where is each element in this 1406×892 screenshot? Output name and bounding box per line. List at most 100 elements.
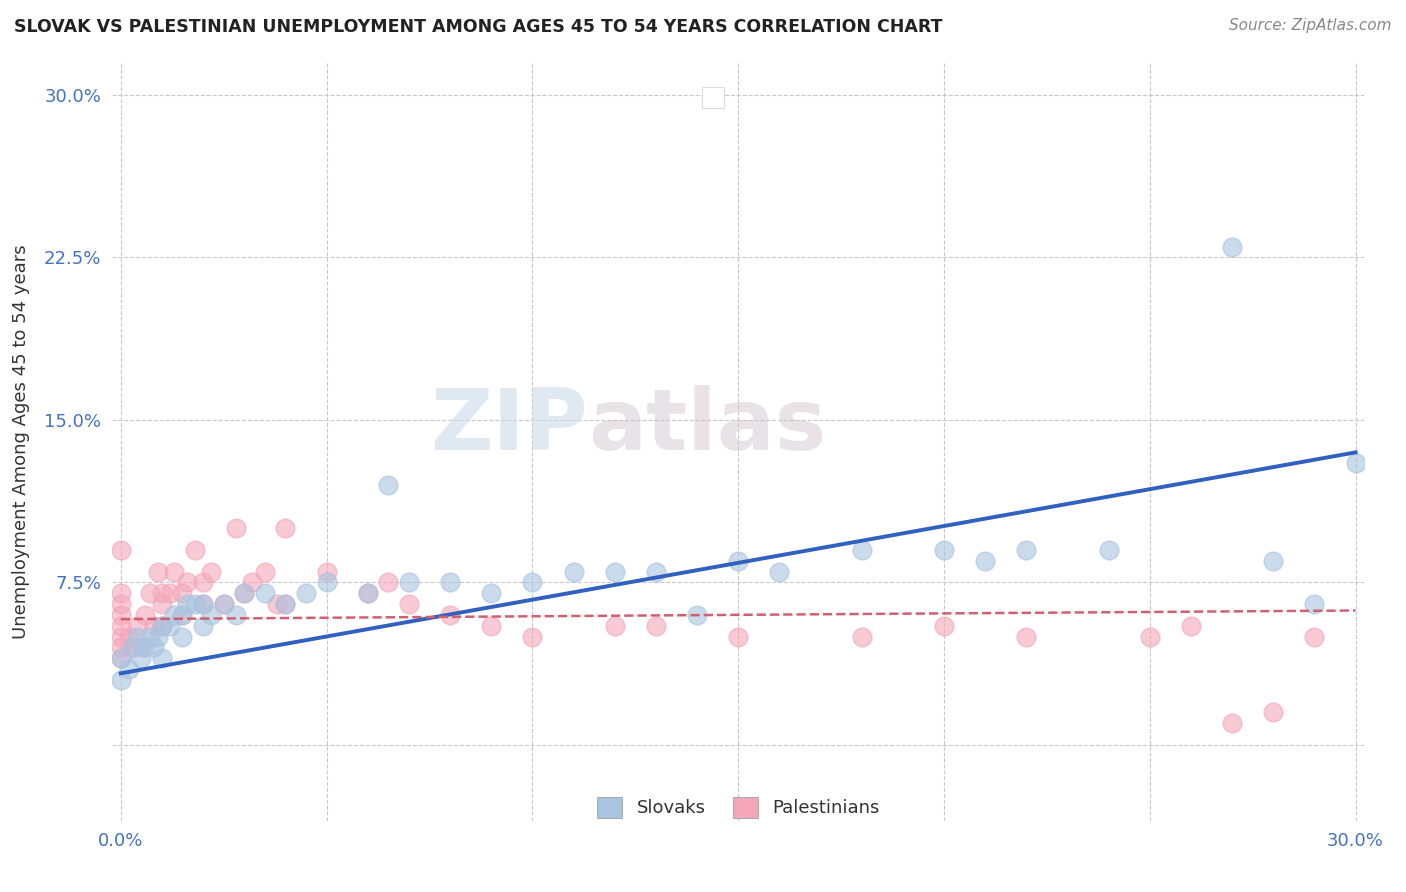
Point [233, 586, 256, 600]
Point [851, 542, 873, 557]
Point [1015, 542, 1038, 557]
Point [150, 651, 173, 665]
Point [200, 607, 222, 622]
Point [146, 565, 169, 579]
Point [1015, 630, 1038, 644]
Point [1180, 618, 1202, 632]
Point [357, 586, 380, 600]
Point [110, 651, 132, 665]
Point [522, 630, 544, 644]
Point [274, 521, 297, 535]
Point [315, 575, 337, 590]
Point [163, 565, 186, 579]
Point [932, 542, 955, 557]
Point [974, 554, 997, 568]
Point [146, 630, 169, 644]
Point [266, 597, 288, 611]
Point [644, 565, 666, 579]
Point [122, 640, 145, 655]
Point [150, 597, 173, 611]
Point [398, 597, 420, 611]
Point [315, 565, 337, 579]
Point [439, 607, 461, 622]
Point [1263, 706, 1285, 720]
Point [522, 575, 544, 590]
Point [122, 640, 145, 655]
Point [172, 630, 194, 644]
Point [150, 618, 173, 632]
Point [1303, 597, 1326, 611]
Point [176, 575, 198, 590]
Point [191, 597, 214, 611]
Point [118, 630, 141, 644]
Point [233, 586, 256, 600]
Point [176, 597, 198, 611]
Point [377, 478, 399, 492]
Point [727, 554, 749, 568]
Point [851, 630, 873, 644]
Point [110, 597, 132, 611]
Point [1220, 239, 1243, 253]
Point [127, 618, 149, 632]
Point [295, 586, 318, 600]
Point [479, 618, 502, 632]
Point [225, 607, 247, 622]
Point [159, 618, 181, 632]
Text: ZIP: ZIP [430, 384, 588, 468]
Point [1344, 456, 1367, 470]
Point [172, 607, 194, 622]
Point [932, 618, 955, 632]
Point [377, 575, 399, 590]
Point [644, 618, 666, 632]
Point [357, 586, 380, 600]
Point [134, 640, 156, 655]
Point [118, 662, 141, 676]
Point [159, 586, 181, 600]
Point [1139, 630, 1161, 644]
Point [110, 618, 132, 632]
Point [398, 575, 420, 590]
Point [134, 607, 156, 622]
Point [253, 565, 276, 579]
Point [129, 651, 152, 665]
Point [603, 618, 626, 632]
Point [110, 630, 132, 644]
Point [200, 565, 222, 579]
Point [253, 586, 276, 600]
Text: Source: ZipAtlas.com: Source: ZipAtlas.com [1229, 18, 1392, 33]
Point [212, 597, 235, 611]
Point [110, 651, 132, 665]
Point [562, 565, 585, 579]
Text: SLOVAK VS PALESTINIAN UNEMPLOYMENT AMONG AGES 45 TO 54 YEARS CORRELATION CHART: SLOVAK VS PALESTINIAN UNEMPLOYMENT AMONG… [14, 18, 942, 36]
Point [172, 607, 194, 622]
Point [127, 630, 149, 644]
Point [191, 618, 214, 632]
Point [150, 618, 173, 632]
Point [727, 630, 749, 644]
Point [212, 597, 235, 611]
Point [110, 673, 132, 687]
Point [1303, 630, 1326, 644]
Point [1097, 542, 1119, 557]
Point [129, 640, 152, 655]
Point [274, 597, 297, 611]
Point [142, 640, 165, 655]
Point [603, 565, 626, 579]
Point [184, 597, 207, 611]
Point [110, 586, 132, 600]
Point [439, 575, 461, 590]
Point [274, 597, 297, 611]
Point [138, 630, 160, 644]
Point [1220, 716, 1243, 731]
Point [191, 597, 214, 611]
Point [479, 586, 502, 600]
Point [150, 586, 173, 600]
Point [191, 575, 214, 590]
Point [110, 542, 132, 557]
Point [110, 640, 132, 655]
Point [768, 565, 790, 579]
Text: atlas: atlas [588, 384, 827, 468]
Legend: Slovaks, Palestinians: Slovaks, Palestinians [588, 788, 889, 827]
Point [242, 575, 264, 590]
Point [184, 542, 207, 557]
